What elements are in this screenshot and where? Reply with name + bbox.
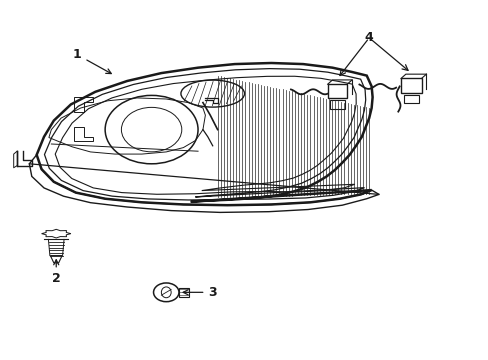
Text: 4: 4 [364, 31, 373, 44]
Text: 3: 3 [183, 286, 217, 299]
Text: 1: 1 [73, 48, 111, 73]
Text: 2: 2 [52, 260, 61, 285]
